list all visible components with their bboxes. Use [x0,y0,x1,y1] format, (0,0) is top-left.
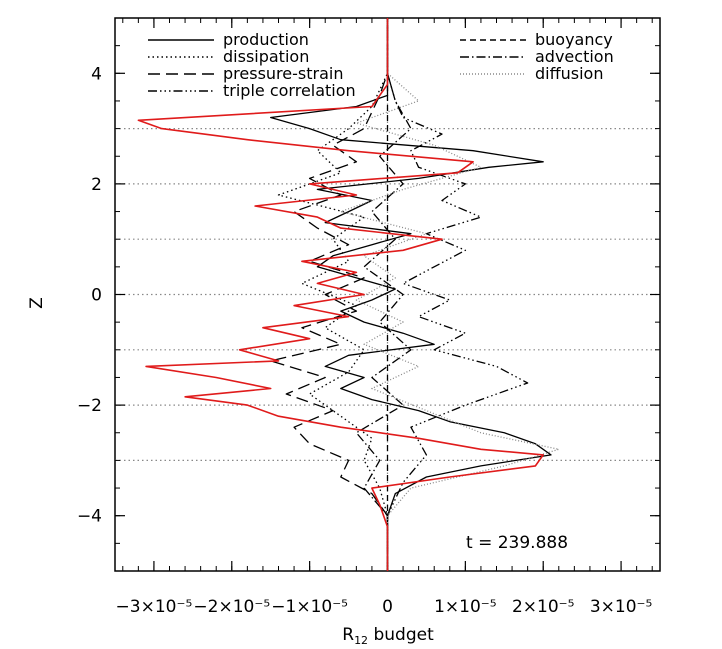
legend-label: advection [535,47,614,66]
x-tick-label: 0 [382,597,393,617]
x-axis-title-main: R [342,625,354,645]
axis-ticks: −3×10⁻⁵ −2×10⁻⁵ −1×10⁻⁵ 0 1×10⁻⁵ 2×10⁻⁵ 3×10⁻⁵… [77,17,660,617]
x-axis-title: R12 budget [342,625,434,647]
x-tick-label: 1×10⁻⁵ [434,597,496,617]
series-line-pressure-strain [270,18,389,571]
x-tick-label: 2×10⁻⁵ [512,597,574,617]
legend-label: buoyancy [535,30,613,49]
time-annotation: t = 239.888 [466,533,568,553]
series-line-production [270,18,552,571]
y-tick-label: 2 [91,175,102,195]
series-line-triple-correlation [386,18,529,571]
legend-label: triple correlation [223,81,356,100]
legend-label: pressure-strain [223,64,343,83]
x-tick-label: 3×10⁻⁵ [590,597,652,617]
y-axis-title: Z [27,297,47,309]
series-line-red-profile [137,18,544,571]
series-line-dissipation [277,18,389,571]
series-line-advection [355,18,412,571]
y-tick-label: −2 [77,396,102,416]
legend-label: production [223,30,309,49]
y-tick-label: −4 [77,507,102,527]
y-tick-label: 0 [91,286,102,306]
reference-lines [115,18,660,571]
x-axis-title-suffix: budget [368,625,434,645]
x-tick-label: −1×10⁻⁵ [271,597,348,617]
series-layer [137,18,560,571]
legend: productiondissipationpressure-straintrip… [148,30,614,100]
legend-label: dissipation [223,47,309,66]
x-tick-label: −3×10⁻⁵ [116,597,193,617]
y-tick-label: 4 [91,64,102,84]
legend-label: diffusion [535,64,603,83]
x-tick-label: −2×10⁻⁵ [193,597,270,617]
x-axis-title-subscript: 12 [354,634,368,647]
